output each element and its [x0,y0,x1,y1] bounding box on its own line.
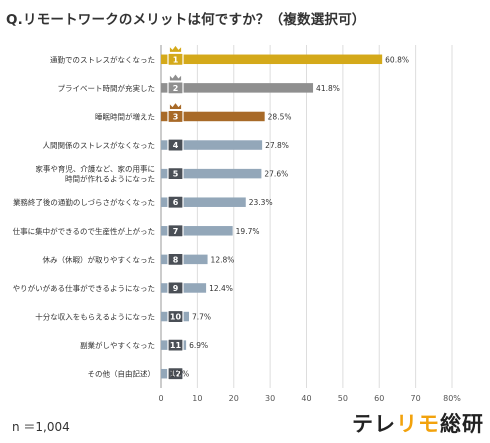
data-label: 60.8% [385,55,409,64]
category-label: 家事や育児、介護など、家の用事に時間が作れるようになった [35,164,155,184]
data-label: 41.8% [316,84,340,93]
sample-size: n ＝1,004 [12,420,70,434]
data-label: 19.7% [236,227,260,236]
category-label: 人間関係のストレスがなくなった [43,140,156,150]
rank-badge [167,338,184,352]
category-label: 副業がしやすくなった [80,340,155,350]
bar [161,83,314,93]
category-label: プライベート時間が充実した [58,83,156,93]
chart-title: Q.リモートワークのメリットは何ですか？（複数選択可） [6,12,366,28]
category-label: 十分な収入をもらえるようになった [35,312,155,322]
x-tick-label: 40 [301,394,311,403]
category-label: やりがいがある仕事ができるようになった [13,283,155,293]
data-label: 27.6% [264,170,288,179]
rank-badge [167,195,184,209]
rank-label: 6 [173,198,179,207]
category-label: 通勤でのストレスがなくなった [50,54,155,64]
category-label: 業務終了後の通勤のしづらさがなくなった [13,197,155,207]
rank-label: 12 [170,370,181,379]
bar [161,140,263,150]
rank-label: 2 [173,84,179,93]
data-label: 12.4% [209,284,233,293]
bar [161,54,383,65]
data-label: 1.7% [170,370,189,379]
rank-label: 9 [173,284,179,293]
x-tick-label: 20 [229,394,239,403]
category-label: その他（自由記述） [88,369,156,379]
data-label: 12.8% [211,255,235,264]
rank-badge [167,167,184,181]
category-label: 仕事に集中ができるので生産性が上がった [13,226,155,236]
rank-label: 4 [173,141,179,150]
rank-badge [167,109,184,124]
rank-label: 3 [173,112,179,121]
crown-icon [169,101,182,110]
brand-part-2: リモ [396,412,440,436]
data-label: 27.8% [265,141,289,150]
brand-logo: テレリモ総研 [352,408,484,438]
rank-badge [167,367,184,381]
data-label: 23.3% [249,198,273,207]
rank-badge [167,138,184,152]
bar [161,254,208,265]
x-tick-label: 60 [374,394,384,403]
rank-badge [167,224,184,238]
rank-label: 7 [173,227,179,236]
brand-part-3: 総研 [440,412,484,436]
bar [161,226,233,236]
bar [161,197,246,207]
x-tick-label: 80% [443,394,461,403]
rank-label: 5 [173,170,179,179]
data-label: 28.5% [268,112,292,121]
crown-icon [169,73,182,82]
rank-badge [167,52,184,66]
category-label: 休み（休暇）が取りやすくなった [43,254,156,264]
x-tick-label: 30 [265,394,275,403]
x-tick-label: 10 [192,394,202,403]
bar [161,368,168,379]
bar [161,168,262,179]
rank-badge [167,252,184,266]
x-tick-label: 50 [338,394,348,403]
rank-label: 8 [173,255,179,264]
rank-badge [167,81,184,95]
rank-label: 10 [170,313,182,322]
x-tick-label: 70 [411,394,421,403]
x-tick-label: 0 [158,394,163,403]
brand-part-1: テレ [352,412,396,436]
data-label: 7.7% [192,313,211,322]
category-label: 睡眠時間が増えた [95,111,155,121]
rank-label: 1 [173,55,179,64]
rank-badge [167,281,184,295]
data-label: 6.9% [189,341,208,350]
bar [161,111,265,122]
crown-icon [169,44,182,53]
rank-badge [167,309,184,324]
rank-label: 11 [170,341,182,350]
